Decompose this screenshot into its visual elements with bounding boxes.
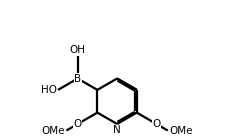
Text: HO: HO <box>41 85 57 95</box>
Text: O: O <box>152 119 160 129</box>
Text: OMe: OMe <box>41 126 65 136</box>
Text: B: B <box>74 74 81 83</box>
Text: OMe: OMe <box>168 126 192 136</box>
Text: O: O <box>73 119 82 129</box>
Text: OH: OH <box>69 45 85 55</box>
Text: N: N <box>113 125 120 135</box>
